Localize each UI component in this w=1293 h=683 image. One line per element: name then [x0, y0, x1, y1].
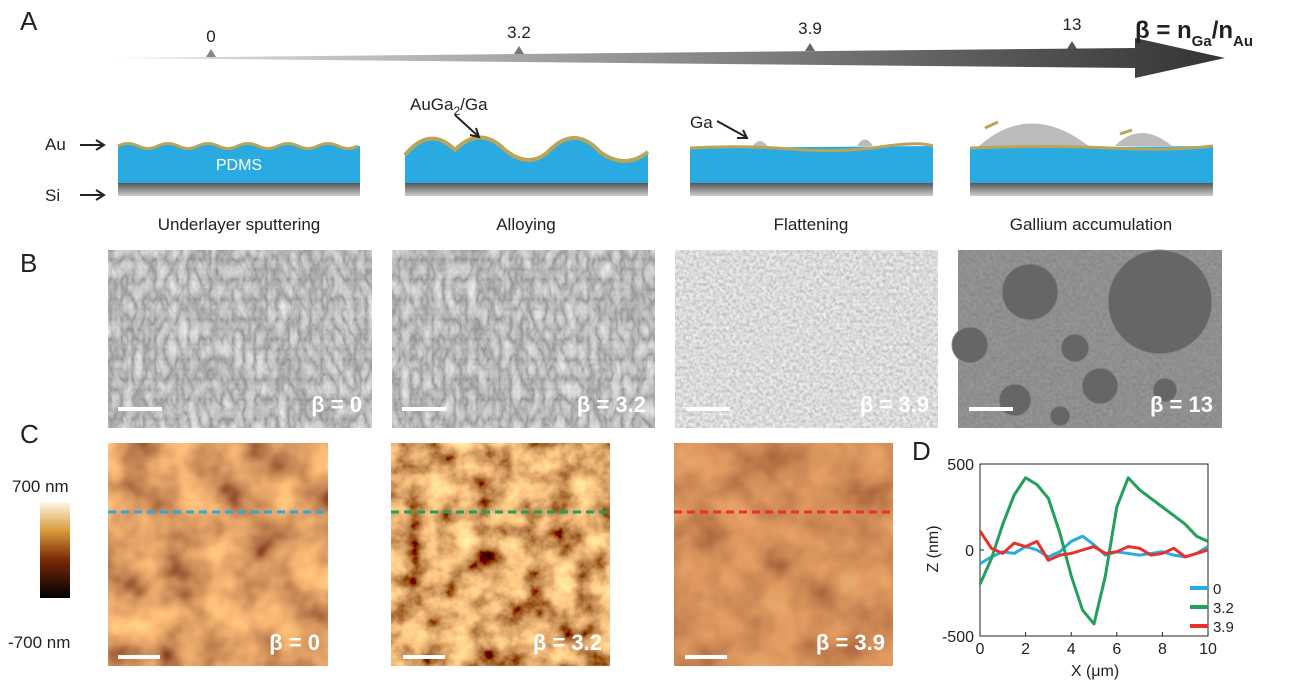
x-tick-label: 8 — [1158, 641, 1167, 658]
stage-label: Flattening — [774, 215, 849, 234]
x-tick-label: 2 — [1021, 641, 1030, 658]
image-label: β = 3.9 — [816, 630, 885, 655]
figure: A 0 3.2 3.9 13 β = nGa/nAu Au — [0, 0, 1293, 683]
image-label: β = 3.9 — [860, 392, 929, 417]
x-tick-label: 6 — [1112, 641, 1121, 658]
stage-label: Underlayer sputtering — [158, 215, 321, 234]
stage-label: Gallium accumulation — [1010, 215, 1173, 234]
afm-images — [108, 443, 893, 666]
image-label: β = 0 — [269, 630, 320, 655]
stage-label: Alloying — [496, 215, 556, 234]
panel-label: A — [20, 6, 38, 36]
x-tick-label: 10 — [1199, 641, 1217, 658]
y-tick-label: -500 — [942, 629, 974, 646]
layer-label: Si — [45, 186, 60, 205]
y-axis-label: Z (nm) — [925, 525, 942, 572]
annotation: Ga — [690, 113, 713, 132]
y-tick-label: 0 — [965, 543, 974, 560]
legend-label: 0 — [1213, 581, 1221, 598]
ratio-label: 3.9 — [798, 19, 822, 38]
y-tick-label: 500 — [947, 457, 974, 474]
colorbar — [40, 502, 70, 598]
panel-label: B — [20, 248, 37, 278]
sem-images — [108, 250, 1222, 428]
legend-label: 3.2 — [1213, 600, 1234, 617]
ratio-label: 13 — [1063, 15, 1082, 34]
image-label: β = 0 — [311, 392, 362, 417]
x-tick-label: 0 — [976, 641, 985, 658]
panel-label: C — [20, 419, 39, 449]
image-label: β = 13 — [1150, 392, 1213, 417]
x-tick-label: 4 — [1067, 641, 1076, 658]
x-axis-label: X (μm) — [1071, 663, 1119, 680]
ratio-label: 3.2 — [507, 23, 531, 42]
image-label: β = 3.2 — [533, 630, 602, 655]
ratio-arrow — [115, 38, 1225, 78]
layer-label: PDMS — [216, 157, 262, 174]
image-label: β = 3.2 — [577, 392, 646, 417]
layer-label: Au — [45, 135, 66, 154]
annotation: AuGa2/Ga — [410, 95, 488, 118]
ratio-label: 0 — [206, 27, 215, 46]
panel-label: D — [912, 436, 931, 466]
colorbar-label: 700 nm — [12, 477, 69, 496]
legend-label: 3.9 — [1213, 619, 1234, 636]
colorbar-label: -700 nm — [8, 633, 70, 652]
